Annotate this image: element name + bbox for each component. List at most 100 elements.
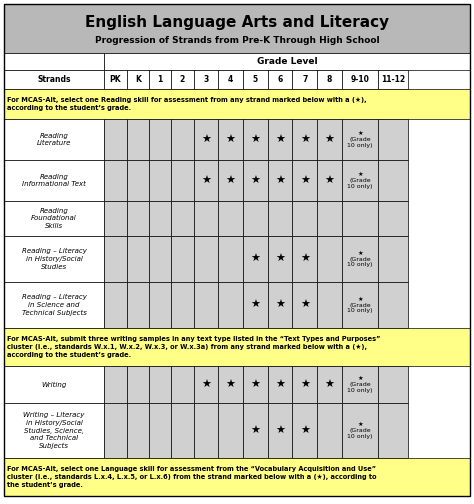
Text: 2: 2 [180, 75, 185, 84]
Text: Grade Level: Grade Level [257, 57, 318, 66]
Text: ★: ★ [300, 300, 310, 310]
Bar [292, 403, 317, 458]
Bar [149, 119, 171, 160]
Text: Progression of Strands from Pre-K Through High School: Progression of Strands from Pre-K Throug… [95, 36, 379, 45]
Bar [4, 119, 104, 160]
Text: Reading
Foundational
Skills: Reading Foundational Skills [31, 208, 77, 229]
Bar [4, 4, 470, 53]
Text: ★
(Grade
10 only): ★ (Grade 10 only) [347, 250, 373, 267]
Bar [243, 70, 268, 89]
Bar [268, 119, 292, 160]
Bar [104, 236, 127, 282]
Text: Reading – Literacy
in History/Social
Studies: Reading – Literacy in History/Social Stu… [22, 248, 87, 270]
Bar [342, 236, 378, 282]
Bar [243, 403, 268, 458]
Bar [4, 403, 104, 458]
Bar [378, 70, 408, 89]
Bar [317, 236, 342, 282]
Text: ★: ★ [250, 135, 260, 145]
Bar [219, 201, 243, 236]
Bar [243, 119, 268, 160]
Text: ★: ★ [250, 380, 260, 390]
Text: ★: ★ [300, 425, 310, 435]
Bar [292, 282, 317, 328]
Bar [243, 201, 268, 236]
Bar [104, 201, 127, 236]
Bar [171, 282, 194, 328]
Bar [4, 201, 104, 236]
Bar [149, 282, 171, 328]
Bar [342, 201, 378, 236]
Bar [342, 282, 378, 328]
Bar [194, 70, 219, 89]
Text: ★: ★ [275, 425, 285, 435]
Text: For MCAS-Alt, submit three writing samples in any text type listed in the “Text : For MCAS-Alt, submit three writing sampl… [7, 336, 380, 358]
Text: ★: ★ [250, 175, 260, 185]
Text: 7: 7 [302, 75, 308, 84]
Text: ★: ★ [201, 135, 211, 145]
Bar [317, 366, 342, 403]
Bar [127, 282, 149, 328]
Bar [378, 366, 408, 403]
Bar [317, 282, 342, 328]
Bar [194, 160, 219, 201]
Bar [149, 366, 171, 403]
Bar [104, 366, 127, 403]
Text: ★: ★ [300, 380, 310, 390]
Bar [378, 160, 408, 201]
Bar [194, 119, 219, 160]
Bar [4, 282, 104, 328]
Bar [127, 70, 149, 89]
Text: ★: ★ [201, 380, 211, 390]
Text: ★: ★ [325, 135, 335, 145]
Bar [342, 160, 378, 201]
Bar [171, 160, 194, 201]
Bar [4, 328, 470, 366]
Bar [268, 282, 292, 328]
Bar [149, 201, 171, 236]
Bar [194, 403, 219, 458]
Bar [219, 236, 243, 282]
Bar [127, 366, 149, 403]
Text: ★: ★ [201, 175, 211, 185]
Text: ★: ★ [275, 380, 285, 390]
Bar [4, 160, 104, 201]
Bar [171, 403, 194, 458]
Text: PK: PK [109, 75, 121, 84]
Bar [4, 53, 104, 70]
Text: Writing: Writing [41, 382, 67, 388]
Bar [127, 119, 149, 160]
Text: English Language Arts and Literacy: English Language Arts and Literacy [85, 15, 389, 30]
Text: For MCAS-Alt, select one Reading skill for assessment from any strand marked bel: For MCAS-Alt, select one Reading skill f… [7, 97, 366, 111]
Bar [292, 119, 317, 160]
Text: Reading
Informational Text: Reading Informational Text [22, 174, 86, 187]
Bar [219, 282, 243, 328]
Bar [342, 119, 378, 160]
Text: ★: ★ [275, 135, 285, 145]
Text: 11-12: 11-12 [381, 75, 405, 84]
Bar [104, 403, 127, 458]
Bar [378, 403, 408, 458]
Text: Writing – Literacy
in History/Social
Studies, Science,
and Technical
Subjects: Writing – Literacy in History/Social Stu… [23, 412, 85, 449]
Bar [127, 403, 149, 458]
Bar [243, 366, 268, 403]
Text: ★: ★ [275, 300, 285, 310]
Bar [171, 236, 194, 282]
Bar [219, 403, 243, 458]
Text: 9-10: 9-10 [351, 75, 369, 84]
Bar [171, 70, 194, 89]
Bar [194, 282, 219, 328]
Text: Reading
Literature: Reading Literature [37, 133, 71, 146]
Text: ★
(Grade
10 only): ★ (Grade 10 only) [347, 376, 373, 393]
Bar [127, 160, 149, 201]
Bar [104, 119, 127, 160]
Bar [104, 53, 470, 70]
Text: K: K [135, 75, 141, 84]
Text: 6: 6 [277, 75, 283, 84]
Text: ★: ★ [226, 175, 236, 185]
Bar [127, 236, 149, 282]
Bar [171, 119, 194, 160]
Text: ★: ★ [226, 380, 236, 390]
Bar [378, 236, 408, 282]
Bar [292, 70, 317, 89]
